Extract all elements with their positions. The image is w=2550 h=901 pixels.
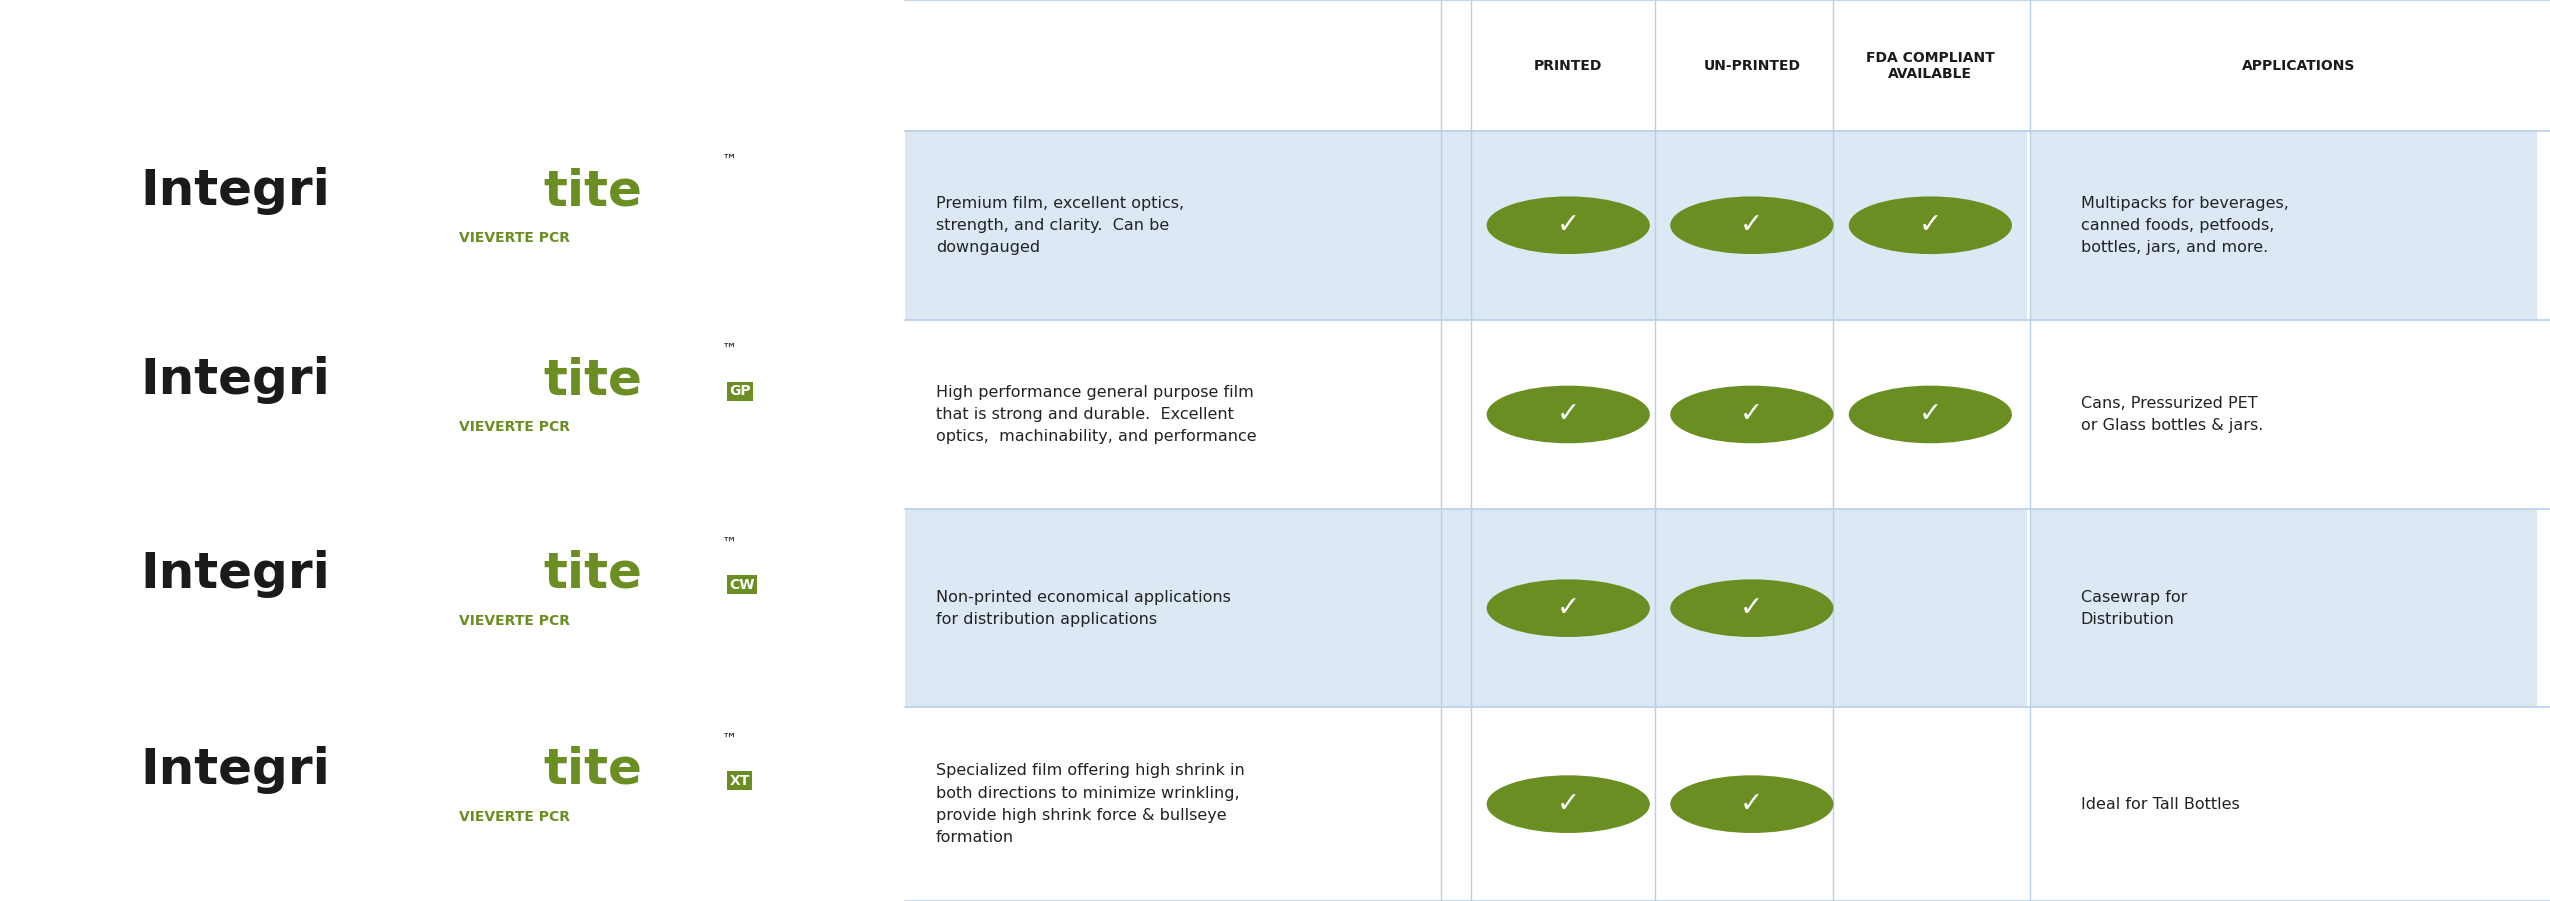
Text: ✓: ✓	[1739, 594, 1765, 623]
Text: VIEVERTE PCR: VIEVERTE PCR	[459, 810, 571, 824]
Text: Casewrap for
Distribution: Casewrap for Distribution	[2081, 589, 2188, 627]
Text: Specialized film offering high shrink in
both directions to minimize wrinkling,
: Specialized film offering high shrink in…	[936, 763, 1244, 845]
Text: Integri: Integri	[140, 356, 329, 405]
Text: Integri: Integri	[140, 167, 329, 215]
Text: ✓: ✓	[1739, 400, 1765, 429]
Text: ✓: ✓	[1556, 594, 1581, 623]
Text: tite: tite	[543, 167, 643, 215]
Text: ™: ™	[722, 153, 737, 168]
Text: GP: GP	[729, 384, 750, 398]
Circle shape	[1670, 386, 1833, 443]
Text: Premium film, excellent optics,
strength, and clarity.  Can be
downgauged: Premium film, excellent optics, strength…	[936, 196, 1183, 255]
Circle shape	[1670, 579, 1833, 637]
Text: ✓: ✓	[1918, 400, 1943, 429]
Circle shape	[1849, 196, 2012, 254]
Text: VIEVERTE PCR: VIEVERTE PCR	[459, 614, 571, 628]
Text: Multipacks for beverages,
canned foods, petfoods,
bottles, jars, and more.: Multipacks for beverages, canned foods, …	[2081, 196, 2290, 255]
Text: Non-printed economical applications
for distribution applications: Non-printed economical applications for …	[936, 589, 1232, 627]
Circle shape	[1487, 579, 1650, 637]
Text: ™: ™	[722, 342, 737, 357]
Circle shape	[1849, 386, 2012, 443]
Circle shape	[1670, 196, 1833, 254]
Text: ✓: ✓	[1918, 211, 1943, 240]
Circle shape	[1487, 386, 1650, 443]
Circle shape	[1487, 775, 1650, 833]
Text: PRINTED: PRINTED	[1535, 59, 1601, 73]
Bar	[905, 509, 2027, 707]
Bar	[2030, 131, 2537, 320]
Text: APPLICATIONS: APPLICATIONS	[2241, 59, 2356, 73]
Text: Integri: Integri	[140, 550, 329, 598]
Text: Cans, Pressurized PET
or Glass bottles & jars.: Cans, Pressurized PET or Glass bottles &…	[2081, 396, 2264, 433]
Text: tite: tite	[543, 746, 643, 794]
Text: VIEVERTE PCR: VIEVERTE PCR	[459, 231, 571, 245]
Bar	[2030, 509, 2537, 707]
Text: ™: ™	[722, 536, 737, 551]
Text: Ideal for Tall Bottles: Ideal for Tall Bottles	[2081, 796, 2239, 812]
Text: FDA COMPLIANT
AVAILABLE: FDA COMPLIANT AVAILABLE	[1867, 50, 1994, 81]
Text: XT: XT	[729, 774, 750, 787]
Text: Integri: Integri	[140, 746, 329, 794]
Text: ✓: ✓	[1556, 211, 1581, 240]
Text: High performance general purpose film
that is strong and durable.  Excellent
opt: High performance general purpose film th…	[936, 385, 1257, 444]
Circle shape	[1670, 775, 1833, 833]
Text: ✓: ✓	[1556, 400, 1581, 429]
Text: tite: tite	[543, 356, 643, 405]
Circle shape	[1487, 196, 1650, 254]
Text: CW: CW	[729, 578, 755, 592]
Bar	[905, 131, 2027, 320]
Text: ✓: ✓	[1556, 790, 1581, 818]
Text: VIEVERTE PCR: VIEVERTE PCR	[459, 420, 571, 434]
Text: ✓: ✓	[1739, 211, 1765, 240]
Text: ™: ™	[722, 732, 737, 747]
Text: tite: tite	[543, 550, 643, 598]
Text: ✓: ✓	[1739, 790, 1765, 818]
Text: UN-PRINTED: UN-PRINTED	[1703, 59, 1800, 73]
